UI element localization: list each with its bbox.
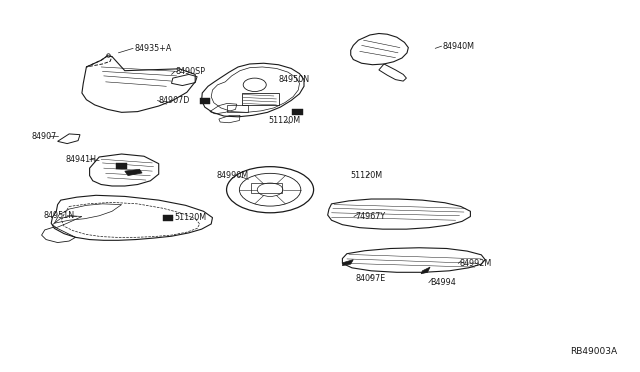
Text: 51120M: 51120M (174, 213, 206, 222)
Text: 84907: 84907 (32, 132, 57, 141)
Polygon shape (342, 260, 353, 266)
Bar (227, 105, 248, 112)
Polygon shape (116, 163, 127, 169)
Text: 84941H: 84941H (65, 155, 96, 164)
Text: 84992M: 84992M (460, 259, 492, 268)
Text: RB49003A: RB49003A (570, 347, 618, 356)
Text: 84950N: 84950N (278, 75, 310, 84)
Polygon shape (125, 169, 142, 176)
Polygon shape (200, 98, 210, 104)
Text: B4994: B4994 (430, 278, 456, 287)
Text: 84990M: 84990M (216, 171, 248, 180)
Polygon shape (292, 109, 303, 115)
Text: 51120M: 51120M (269, 116, 301, 125)
Polygon shape (163, 215, 173, 221)
Text: 84935+A: 84935+A (134, 44, 172, 53)
Bar (242, 93, 279, 105)
Text: 84951N: 84951N (44, 211, 75, 220)
Polygon shape (421, 267, 430, 274)
Text: 84097E: 84097E (355, 274, 385, 283)
Text: 74967Y: 74967Y (355, 212, 385, 221)
Text: 51120M: 51120M (351, 171, 383, 180)
Text: 8490SP: 8490SP (176, 67, 206, 76)
Text: 84907D: 84907D (159, 96, 190, 105)
Text: 84940M: 84940M (443, 42, 475, 51)
